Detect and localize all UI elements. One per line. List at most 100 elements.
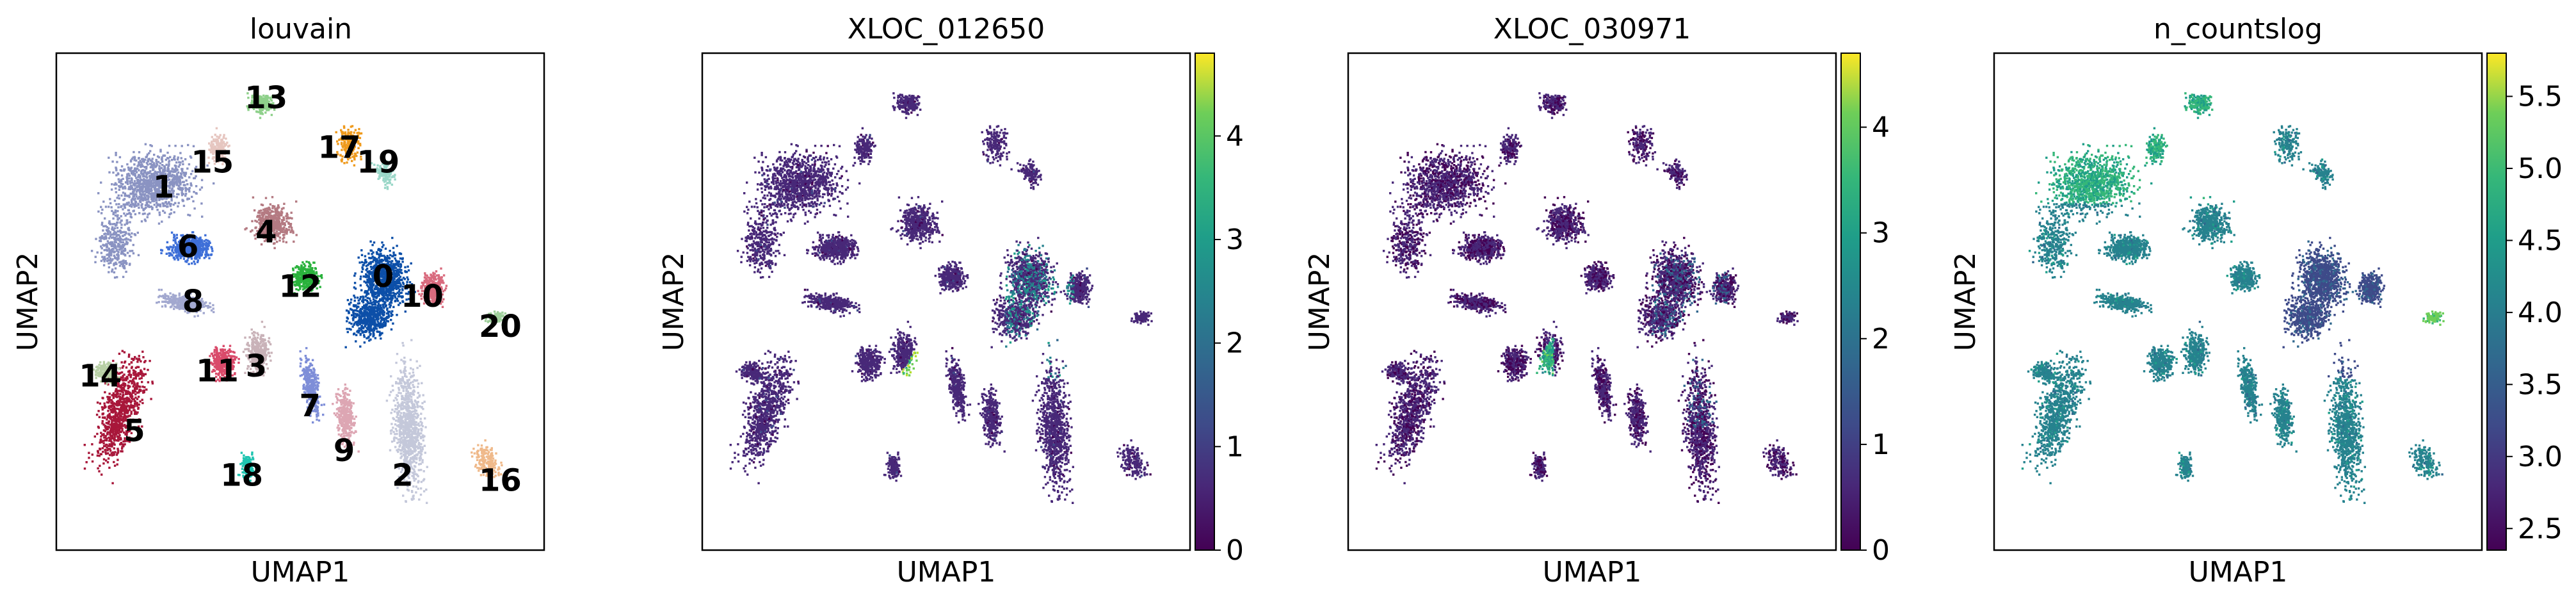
data-point <box>415 485 417 487</box>
data-point <box>407 381 409 383</box>
data-point <box>421 422 423 424</box>
data-point <box>166 206 168 207</box>
data-point <box>350 323 352 325</box>
data-point <box>362 321 364 323</box>
data-point <box>385 248 387 250</box>
data-point <box>403 405 405 407</box>
data-point <box>369 298 371 300</box>
data-point <box>418 498 420 500</box>
data-point <box>179 152 181 154</box>
data-point <box>143 213 145 215</box>
data-point <box>112 218 114 220</box>
data-point <box>414 421 416 423</box>
data-point <box>408 454 410 456</box>
data-point <box>417 431 419 433</box>
data-point <box>147 160 149 162</box>
data-point <box>365 276 367 278</box>
data-point <box>401 395 403 397</box>
data-point <box>394 408 396 410</box>
data-point <box>348 312 350 314</box>
data-point <box>353 332 355 334</box>
data-point <box>111 258 113 260</box>
data-point <box>400 253 402 255</box>
data-point <box>199 188 201 190</box>
data-point <box>369 300 371 302</box>
data-point <box>420 494 422 496</box>
data-point <box>407 391 409 393</box>
data-point <box>397 451 399 453</box>
data-point <box>100 245 102 247</box>
data-point <box>130 160 132 162</box>
data-point <box>115 169 117 171</box>
data-point <box>413 389 415 391</box>
data-point <box>399 441 401 443</box>
data-point <box>122 208 124 210</box>
data-point <box>412 439 414 441</box>
data-point <box>120 251 122 253</box>
data-point <box>127 209 129 211</box>
data-point <box>91 250 93 252</box>
data-point <box>131 178 133 180</box>
data-point <box>134 206 136 207</box>
data-point <box>168 163 170 165</box>
data-point <box>420 418 422 419</box>
data-point <box>404 402 406 403</box>
data-point <box>397 300 399 302</box>
data-point <box>405 500 407 502</box>
data-point <box>392 385 394 387</box>
data-point <box>404 455 406 457</box>
data-point <box>412 416 414 418</box>
data-point <box>346 309 348 311</box>
data-point <box>414 379 415 381</box>
data-point <box>354 272 356 274</box>
data-point <box>390 295 392 297</box>
data-point <box>140 166 141 168</box>
data-point <box>407 410 408 412</box>
data-point <box>111 270 113 272</box>
data-point <box>410 419 412 421</box>
data-point <box>192 200 194 202</box>
data-point <box>129 180 131 182</box>
data-point <box>373 306 375 308</box>
data-point <box>412 421 414 423</box>
data-point <box>177 156 179 158</box>
data-point <box>142 197 144 199</box>
data-point <box>398 304 399 305</box>
data-point <box>378 318 380 320</box>
data-point <box>118 197 120 199</box>
data-point <box>178 188 180 190</box>
data-point <box>426 502 428 504</box>
data-point <box>414 466 416 468</box>
data-point <box>146 199 148 200</box>
data-point <box>412 393 414 395</box>
data-point <box>143 190 145 192</box>
data-point <box>411 402 413 403</box>
data-point <box>355 314 357 316</box>
data-point <box>179 161 181 163</box>
data-point <box>401 403 403 405</box>
data-point <box>169 213 171 215</box>
data-point <box>419 457 421 459</box>
data-point <box>173 211 175 213</box>
data-point <box>396 292 398 294</box>
data-point <box>388 314 390 316</box>
data-point <box>124 267 125 269</box>
data-point <box>123 213 125 215</box>
data-point <box>387 320 389 322</box>
data-point <box>391 237 393 239</box>
data-point <box>408 450 410 452</box>
data-point <box>140 204 142 206</box>
data-point <box>376 330 378 332</box>
data-point <box>157 156 159 158</box>
data-point <box>421 461 423 463</box>
data-point <box>146 156 148 158</box>
data-point <box>373 241 375 243</box>
data-point <box>138 197 140 199</box>
data-point <box>405 414 407 416</box>
data-point <box>415 491 417 493</box>
data-point <box>102 244 104 246</box>
data-point <box>108 266 110 268</box>
data-point <box>115 188 117 190</box>
data-point <box>213 183 214 184</box>
data-point <box>362 327 364 329</box>
